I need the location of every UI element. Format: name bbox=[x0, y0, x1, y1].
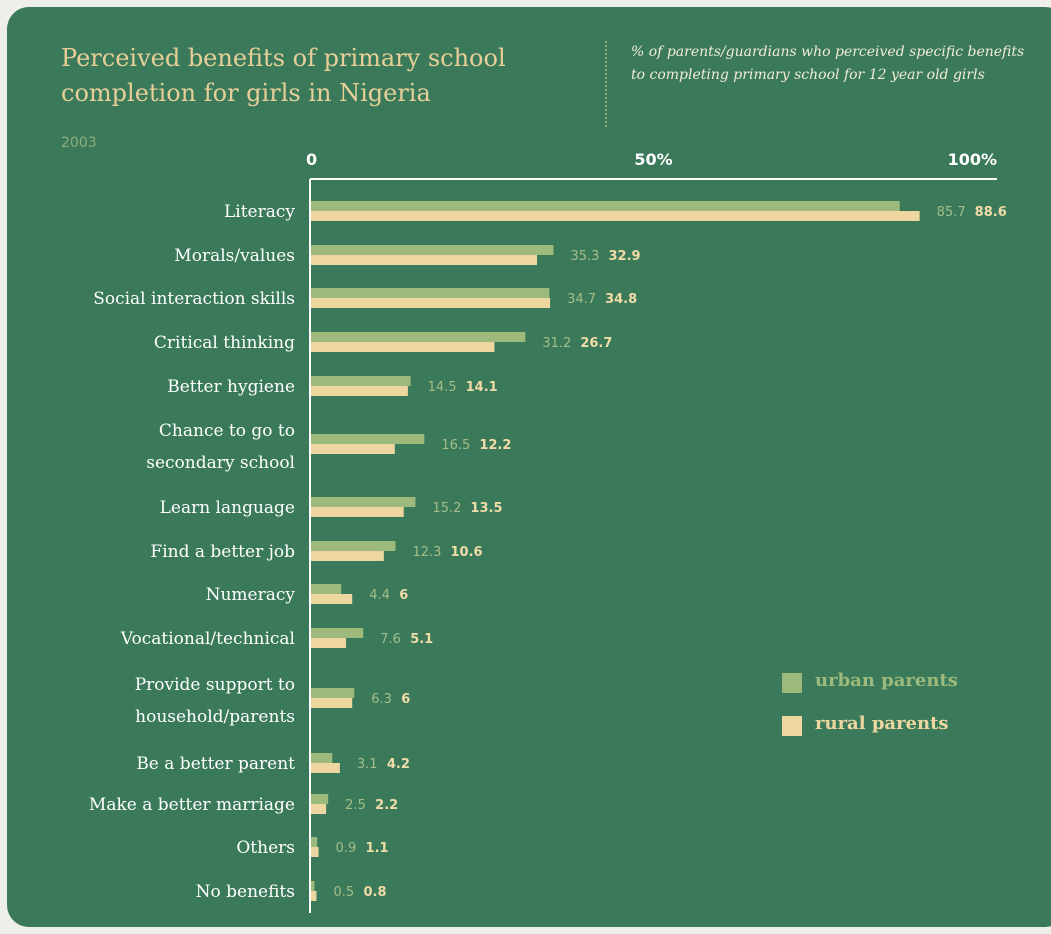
category-label: No benefits bbox=[196, 882, 295, 902]
bar-rural bbox=[311, 551, 384, 561]
value-label-rural: 88.6 bbox=[975, 205, 1007, 220]
value-label-urban: 3.1 bbox=[357, 757, 378, 772]
bar-rural bbox=[311, 763, 340, 773]
value-label-rural: 34.8 bbox=[605, 292, 637, 307]
bar-urban bbox=[311, 434, 425, 444]
value-label-urban: 35.3 bbox=[571, 249, 600, 264]
legend-urban-swatch bbox=[782, 673, 802, 693]
bar-rural bbox=[311, 386, 408, 396]
chart-subtitle: % of parents/guardians who perceived spe… bbox=[631, 44, 1025, 83]
bar-rural bbox=[311, 638, 347, 648]
bar-chart: 0 50% 100% Literacy 85.7 88.6 Morals/values 35.… bbox=[89, 150, 1007, 913]
category-label: Better hygiene bbox=[167, 377, 295, 397]
bar-urban bbox=[311, 201, 900, 211]
x-tick-label: 100% bbox=[948, 150, 997, 169]
bar-rural bbox=[311, 698, 353, 708]
bar-rural bbox=[311, 342, 495, 352]
bar-urban bbox=[311, 541, 396, 551]
value-label-urban: 15.2 bbox=[432, 501, 461, 516]
category-label: Numeracy bbox=[206, 585, 296, 605]
value-label-rural: 4.2 bbox=[387, 757, 410, 772]
bar-rural bbox=[311, 298, 551, 308]
bar-urban bbox=[311, 245, 554, 255]
category-label-line: secondary school bbox=[146, 453, 295, 473]
value-label-rural: 6 bbox=[399, 588, 408, 603]
category-label: Chance to go to secondary school bbox=[146, 421, 295, 473]
bar-rural bbox=[311, 594, 353, 604]
bar-rural bbox=[311, 211, 920, 221]
bar-urban bbox=[311, 688, 355, 698]
category-label-line: household/parents bbox=[135, 707, 295, 727]
header-divider bbox=[605, 41, 607, 127]
value-label-urban: 31.2 bbox=[542, 336, 571, 351]
x-tick-label: 0 bbox=[306, 150, 317, 169]
bar-rural bbox=[311, 507, 404, 517]
category-label: Literacy bbox=[224, 202, 295, 222]
category-label: Critical thinking bbox=[154, 333, 295, 353]
legend-urban-label: urban parents bbox=[815, 670, 958, 691]
year-label: 2003 bbox=[61, 135, 97, 151]
category-label-line: Chance to go to bbox=[159, 421, 295, 441]
value-label-urban: 85.7 bbox=[937, 205, 966, 220]
value-label-urban: 14.5 bbox=[428, 380, 457, 395]
value-label-rural: 10.6 bbox=[451, 545, 483, 560]
chart-card: Perceived benefits of primary school com… bbox=[7, 7, 1051, 927]
legend-rural-label: rural parents bbox=[815, 713, 949, 734]
value-label-urban: 34.7 bbox=[567, 292, 596, 307]
bar-rural bbox=[311, 847, 319, 857]
value-label-urban: 0.9 bbox=[336, 841, 357, 856]
value-label-urban: 6.3 bbox=[371, 692, 392, 707]
category-label: Provide support to household/parents bbox=[135, 675, 295, 727]
bar-urban bbox=[311, 497, 416, 507]
chart-title: Perceived benefits of primary school com… bbox=[61, 44, 506, 107]
bar-urban bbox=[311, 332, 526, 342]
category-label: Learn language bbox=[160, 498, 295, 518]
value-label-urban: 7.6 bbox=[380, 632, 401, 647]
bar-urban bbox=[311, 794, 329, 804]
bar-rural bbox=[311, 444, 395, 454]
value-label-rural: 14.1 bbox=[466, 380, 498, 395]
category-label: Vocational/technical bbox=[120, 629, 295, 649]
value-label-rural: 26.7 bbox=[580, 336, 612, 351]
bar-urban bbox=[311, 376, 411, 386]
value-label-urban: 0.5 bbox=[333, 885, 354, 900]
category-label: Find a better job bbox=[150, 542, 295, 562]
value-label-rural: 6 bbox=[401, 692, 410, 707]
bar-urban bbox=[311, 584, 342, 594]
value-label-rural: 13.5 bbox=[470, 501, 502, 516]
value-label-urban: 12.3 bbox=[413, 545, 442, 560]
value-label-urban: 16.5 bbox=[441, 438, 470, 453]
bar-urban bbox=[311, 288, 550, 298]
category-label: Be a better parent bbox=[136, 754, 295, 774]
value-label-rural: 12.2 bbox=[479, 438, 511, 453]
bar-urban bbox=[311, 628, 364, 638]
category-label-line: Provide support to bbox=[135, 675, 295, 695]
bar-urban bbox=[311, 753, 333, 763]
category-label: Make a better marriage bbox=[89, 795, 295, 815]
category-label: Social interaction skills bbox=[93, 289, 295, 309]
value-label-rural: 0.8 bbox=[363, 885, 386, 900]
category-label: Others bbox=[236, 838, 295, 858]
value-label-urban: 4.4 bbox=[369, 588, 390, 603]
legend-rural-swatch bbox=[782, 716, 802, 736]
value-label-rural: 32.9 bbox=[609, 249, 641, 264]
bar-rural bbox=[311, 804, 327, 814]
bar-urban bbox=[311, 837, 318, 847]
value-label-rural: 5.1 bbox=[410, 632, 433, 647]
bar-urban bbox=[311, 881, 315, 891]
x-tick-label: 50% bbox=[634, 150, 672, 169]
value-label-urban: 2.5 bbox=[345, 798, 366, 813]
value-label-rural: 1.1 bbox=[366, 841, 389, 856]
value-label-rural: 2.2 bbox=[375, 798, 398, 813]
category-label: Morals/values bbox=[174, 246, 295, 266]
bar-rural bbox=[311, 891, 317, 901]
bar-rural bbox=[311, 255, 538, 265]
